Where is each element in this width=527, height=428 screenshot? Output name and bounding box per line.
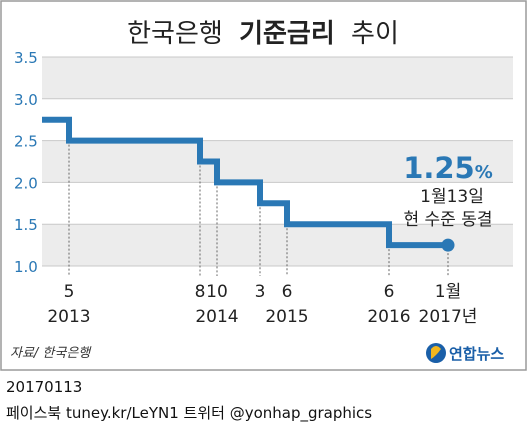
- x-tick-year: 2014: [195, 307, 238, 327]
- x-tick-month: 10: [206, 282, 228, 302]
- callout-note: 현 수준 동결: [403, 210, 492, 230]
- x-tick-year: 2017년: [419, 307, 478, 327]
- y-tick-label: 3.5: [14, 49, 38, 67]
- footer-date: 20170113: [6, 378, 83, 396]
- title-bold: 기준금리: [239, 19, 335, 49]
- chart-title: 한국은행 기준금리 추이: [127, 19, 399, 49]
- x-tick-month: 6: [384, 282, 395, 302]
- x-tick-year: 2016: [367, 307, 410, 327]
- chart-svg: 한국은행 기준금리 추이 3.5 3.0 2.5 2.0 1.5 1.0 5 2013 8 10…: [0, 0, 527, 371]
- x-tick-month: 1월: [435, 282, 461, 302]
- callout-date: 1월13일: [420, 187, 484, 207]
- rate-callout: 1.25% 1월13일 현 수준 동결: [403, 151, 493, 230]
- y-tick-label: 1.0: [14, 258, 38, 276]
- x-tick-month: 5: [64, 282, 75, 302]
- x-tick-year: 2013: [47, 307, 90, 327]
- title-suffix: 추이: [351, 19, 399, 49]
- y-tick-label: 2.5: [14, 133, 38, 151]
- x-tick-month: 3: [255, 282, 266, 302]
- title-normal: 한국은행: [127, 19, 223, 49]
- chart-border: [0, 0, 527, 371]
- y-tick-label: 3.0: [14, 91, 38, 109]
- series-line: [42, 116, 448, 249]
- series-endpoint: [441, 238, 455, 252]
- grid-band: [42, 57, 513, 99]
- y-axis-ticks: 3.5 3.0 2.5 2.0 1.5 1.0: [14, 49, 38, 276]
- x-tick-year: 2015: [265, 307, 308, 327]
- logo-text: 연합뉴스: [449, 345, 504, 363]
- yonhap-logo: 연합뉴스: [426, 343, 504, 363]
- series-line-group: [42, 116, 455, 252]
- grid-band: [42, 140, 513, 183]
- y-tick-label: 1.5: [14, 216, 38, 234]
- callout-number: 1.25: [403, 151, 475, 185]
- footer-social: 페이스북 tuney.kr/LeYN1 트위터 @yonhap_graphics: [6, 404, 373, 422]
- logo-swirl-icon: [431, 346, 441, 359]
- chart-frame: 한국은행 기준금리 추이 3.5 3.0 2.5 2.0 1.5 1.0 5 2013 8 10…: [0, 0, 527, 371]
- source-label: 자료/ 한국은행: [10, 346, 92, 361]
- y-tick-label: 2.0: [14, 174, 38, 192]
- callout-value: 1.25%: [403, 151, 493, 185]
- x-tick-month: 8: [195, 282, 206, 302]
- callout-unit: %: [475, 162, 493, 183]
- x-tick-month: 6: [282, 282, 293, 302]
